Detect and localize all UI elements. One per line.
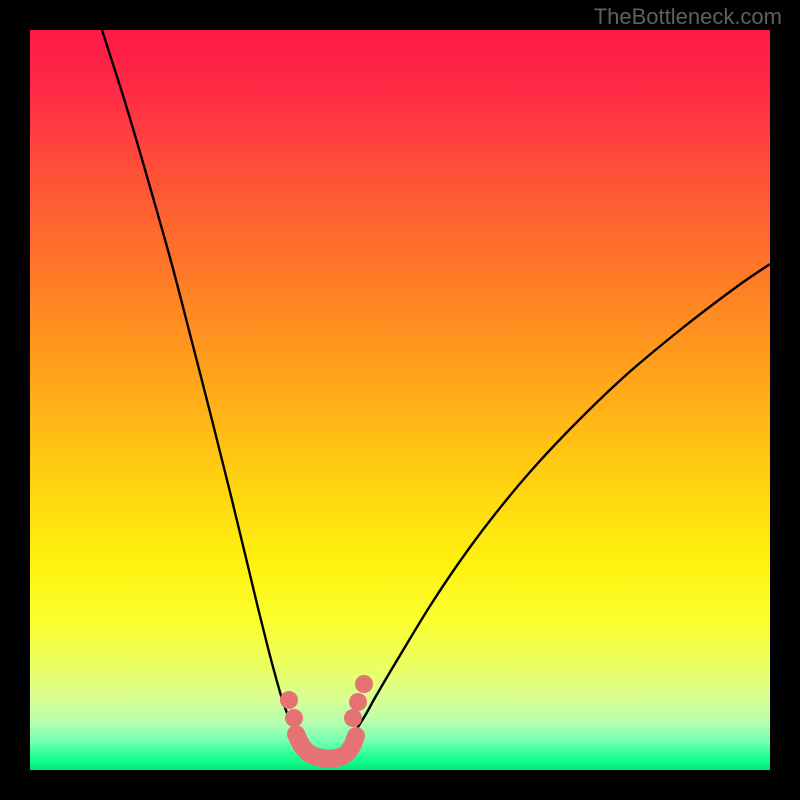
plot-area (30, 30, 770, 770)
bottom-marker-dot (355, 675, 373, 693)
watermark-text: TheBottleneck.com (594, 4, 782, 30)
gradient-background (30, 30, 770, 770)
bottom-marker-dot (349, 693, 367, 711)
bottom-marker-dot (344, 709, 362, 727)
bottleneck-chart (0, 0, 800, 800)
bottom-marker-dot (285, 709, 303, 727)
bottom-marker-dot (280, 691, 298, 709)
